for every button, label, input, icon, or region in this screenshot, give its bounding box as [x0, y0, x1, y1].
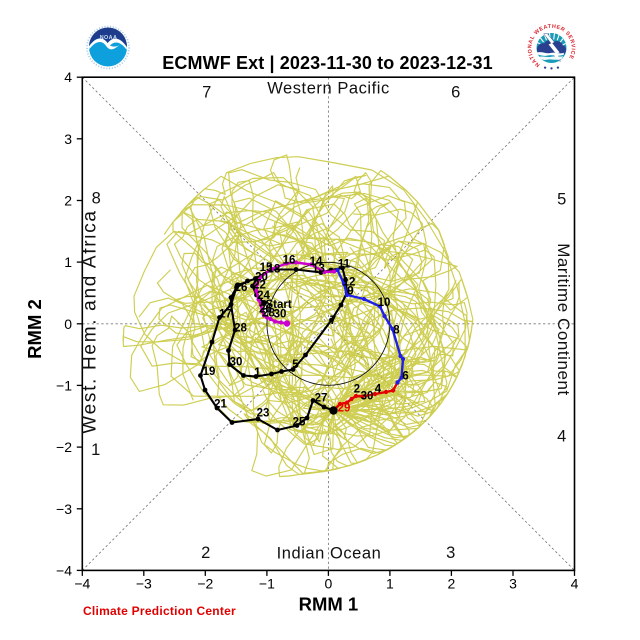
- svg-text:18: 18: [268, 263, 281, 275]
- svg-text:RMM 2: RMM 2: [24, 299, 45, 359]
- svg-text:7: 7: [202, 84, 212, 102]
- svg-text:1: 1: [91, 441, 101, 459]
- svg-text:30: 30: [361, 390, 374, 402]
- svg-text:4: 4: [571, 576, 579, 592]
- svg-text:7: 7: [330, 315, 336, 327]
- svg-text:Indian Ocean: Indian Ocean: [277, 545, 382, 563]
- svg-text:RMM 1: RMM 1: [299, 594, 359, 615]
- svg-text:21: 21: [214, 398, 227, 410]
- svg-text:1: 1: [64, 254, 72, 270]
- svg-text:Start: Start: [266, 299, 292, 311]
- svg-text:28: 28: [262, 307, 275, 319]
- svg-text:11: 11: [338, 258, 351, 270]
- svg-text:3: 3: [509, 576, 517, 592]
- svg-text:12: 12: [343, 276, 356, 288]
- svg-text:25: 25: [293, 416, 306, 428]
- svg-text:8: 8: [393, 324, 400, 336]
- svg-text:−2: −2: [56, 439, 72, 455]
- svg-text:27: 27: [315, 392, 328, 404]
- svg-text:0: 0: [325, 576, 333, 592]
- svg-text:29: 29: [338, 402, 351, 414]
- svg-text:13: 13: [312, 263, 325, 275]
- svg-text:−2: −2: [197, 576, 213, 592]
- svg-text:20: 20: [255, 271, 268, 283]
- svg-text:2: 2: [448, 576, 456, 592]
- svg-text:6: 6: [451, 84, 461, 102]
- svg-text:4: 4: [64, 69, 72, 85]
- svg-text:22: 22: [253, 279, 266, 291]
- svg-text:−4: −4: [74, 576, 90, 592]
- svg-text:5: 5: [292, 359, 299, 371]
- svg-text:2: 2: [354, 383, 360, 395]
- svg-text:6: 6: [402, 370, 408, 382]
- svg-text:28: 28: [234, 322, 247, 334]
- svg-text:14: 14: [310, 256, 323, 268]
- svg-text:Maritime Continent: Maritime Continent: [554, 243, 573, 396]
- svg-text:−4: −4: [56, 562, 72, 578]
- svg-text:24: 24: [257, 290, 270, 302]
- svg-text:23: 23: [257, 407, 270, 419]
- svg-text:−3: −3: [136, 576, 152, 592]
- svg-text:Western Pacific: Western Pacific: [267, 80, 390, 98]
- svg-text:5: 5: [557, 191, 567, 209]
- svg-text:26: 26: [259, 303, 272, 315]
- svg-text:16: 16: [283, 254, 296, 266]
- svg-text:−1: −1: [259, 576, 275, 592]
- svg-text:1: 1: [386, 576, 394, 592]
- svg-text:2: 2: [64, 193, 72, 209]
- svg-text:−1: −1: [56, 377, 72, 393]
- svg-text:3: 3: [446, 544, 456, 562]
- svg-text:4: 4: [375, 383, 382, 395]
- svg-text:Climate Prediction Center: Climate Prediction Center: [83, 604, 236, 618]
- svg-text:17: 17: [219, 308, 232, 320]
- svg-text:1: 1: [254, 367, 261, 379]
- svg-text:2: 2: [201, 544, 211, 562]
- svg-text:19: 19: [203, 366, 216, 378]
- svg-text:ECMWF Ext | 2023-11-30 to 2023: ECMWF Ext | 2023-11-30 to 2023-12-31: [162, 53, 493, 73]
- svg-text:−3: −3: [56, 501, 72, 517]
- svg-text:26: 26: [235, 282, 248, 294]
- svg-text:0: 0: [64, 316, 72, 332]
- svg-text:3: 3: [64, 131, 72, 147]
- svg-text:4: 4: [557, 428, 567, 446]
- svg-text:9: 9: [347, 285, 353, 297]
- svg-text:NOAA: NOAA: [100, 35, 117, 41]
- svg-text:15: 15: [260, 262, 273, 274]
- svg-text:West. Hem. and Africa: West. Hem. and Africa: [80, 209, 101, 433]
- svg-text:8: 8: [92, 190, 102, 208]
- svg-text:10: 10: [378, 297, 391, 309]
- svg-text:30: 30: [230, 356, 243, 368]
- svg-text:30: 30: [274, 308, 287, 320]
